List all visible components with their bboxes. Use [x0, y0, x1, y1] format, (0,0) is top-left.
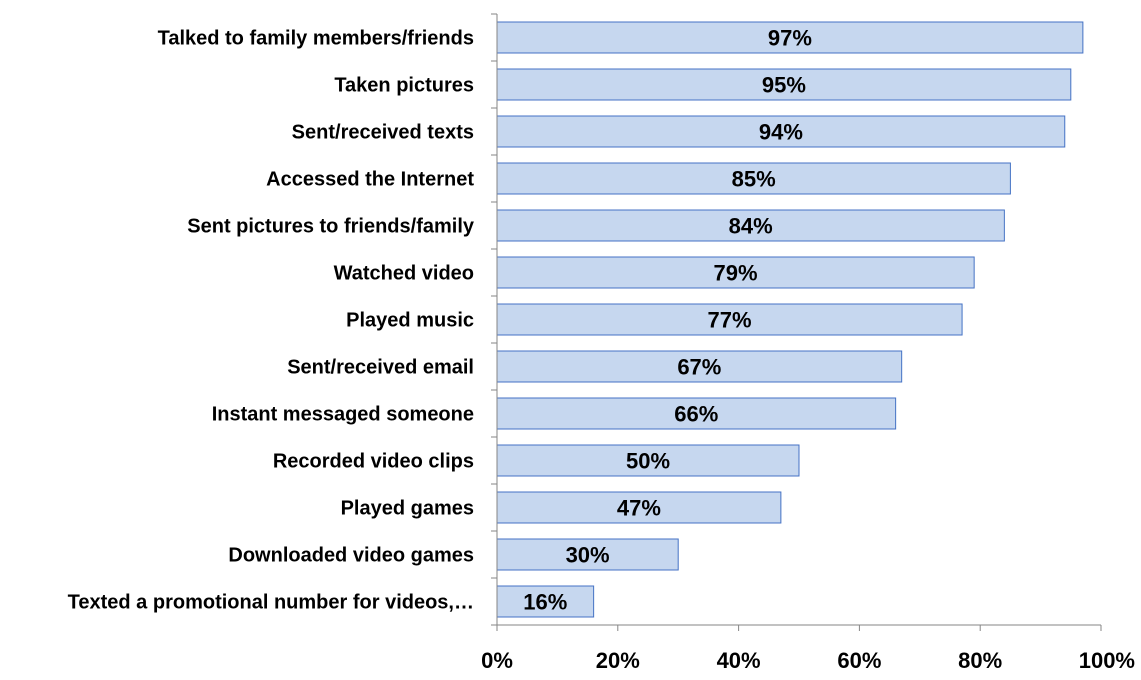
bar-value-label-9: 50% [626, 449, 670, 474]
bar-12 [496, 585, 595, 618]
bar-value-label-12: 16% [523, 590, 567, 615]
bar-3 [496, 162, 1011, 195]
category-label-8: Instant messaged someone [212, 404, 474, 426]
category-label-12: Texted a promotional number for videos,… [68, 592, 474, 614]
x-tick-label-2: 40% [717, 648, 761, 673]
labels-layer: 97% Talked to family members/friends 95% Ta… [68, 26, 1135, 674]
bar-value-label-1: 95% [762, 73, 806, 98]
bar-1 [496, 68, 1072, 101]
category-label-2: Sent/received texts [292, 122, 474, 144]
category-label-1: Taken pictures [334, 75, 474, 97]
category-label-9: Recorded video clips [273, 451, 474, 473]
bar-value-label-0: 97% [768, 26, 812, 51]
bar-value-label-6: 77% [708, 308, 752, 333]
x-tick-label-4: 80% [958, 648, 1002, 673]
category-label-6: Played music [346, 310, 474, 332]
bar-4 [496, 209, 1005, 242]
bar-value-label-10: 47% [617, 496, 661, 521]
bar-2 [496, 115, 1066, 148]
bar-value-label-8: 66% [674, 402, 718, 427]
bar-10 [496, 491, 782, 524]
x-tick-label-1: 20% [596, 648, 640, 673]
bar-value-label-3: 85% [732, 167, 776, 192]
axes-layer [491, 13, 1102, 631]
bar-value-label-2: 94% [759, 120, 803, 145]
bar-value-label-7: 67% [677, 355, 721, 380]
x-tick-label-0: 0% [481, 648, 513, 673]
bar-value-label-5: 79% [714, 261, 758, 286]
bar-value-label-4: 84% [729, 214, 773, 239]
x-tick-label-3: 60% [837, 648, 881, 673]
bar-11 [496, 538, 679, 571]
bar-9 [496, 444, 800, 477]
bar-0 [496, 21, 1084, 54]
bars-layer [496, 21, 1084, 618]
x-tick-label-5: 100% [1079, 648, 1135, 673]
category-label-5: Watched video [334, 263, 474, 285]
bar-6 [496, 303, 963, 336]
category-label-0: Talked to family members/friends [158, 28, 474, 50]
category-label-10: Played games [341, 498, 474, 520]
bar-value-label-11: 30% [566, 543, 610, 568]
category-label-7: Sent/received email [287, 357, 474, 379]
category-label-3: Accessed the Internet [266, 169, 474, 191]
category-label-11: Downloaded video games [228, 545, 474, 567]
category-label-4: Sent pictures to friends/family [187, 216, 475, 238]
